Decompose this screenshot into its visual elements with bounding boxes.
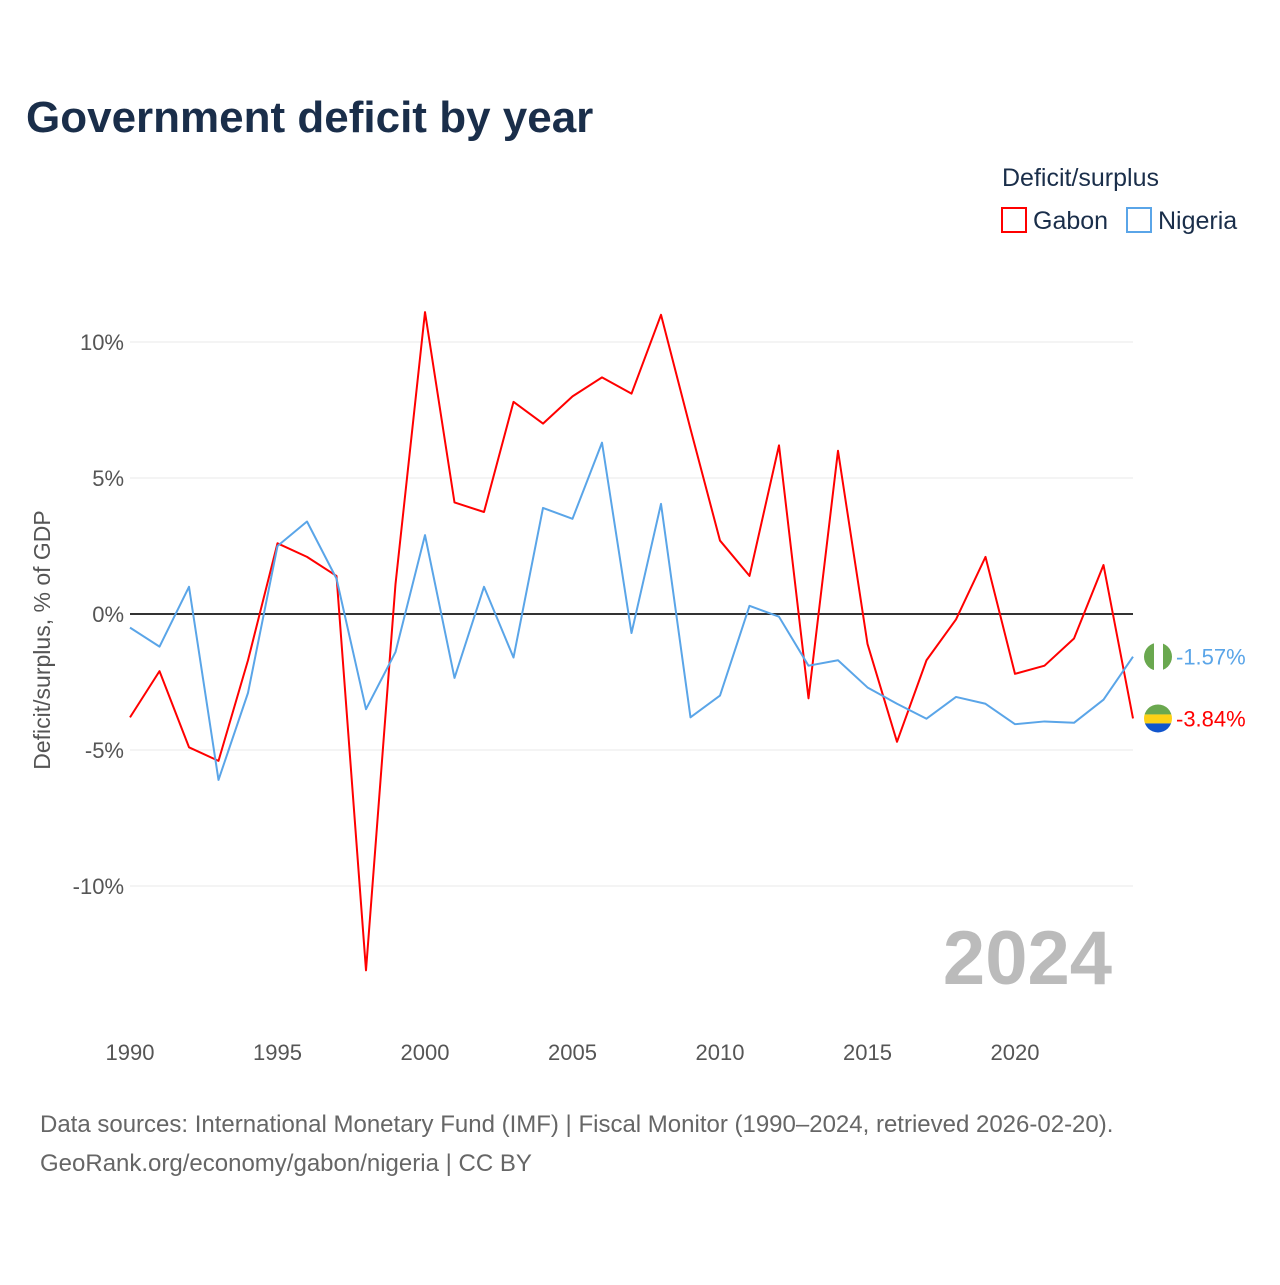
y-axis-label: Deficit/surplus, % of GDP xyxy=(29,510,55,769)
y-tick-label: 0% xyxy=(92,602,124,627)
end-value-label: -3.84% xyxy=(1176,706,1246,731)
footer-credit: GeoRank.org/economy/gabon/nigeria | CC B… xyxy=(40,1150,532,1177)
end-labels: -3.84% -1.57% xyxy=(1144,642,1246,733)
legend-label[interactable]: Gabon xyxy=(1033,207,1108,235)
legend-title: Deficit/surplus xyxy=(1002,164,1159,192)
series-line-gabon xyxy=(129,311,1134,972)
y-tick-label: 5% xyxy=(92,466,124,491)
legend-label[interactable]: Nigeria xyxy=(1158,207,1237,235)
x-tick-label: 1995 xyxy=(253,1040,302,1065)
chart-title: Government deficit by year xyxy=(26,93,593,142)
x-tick-label: 2000 xyxy=(401,1040,450,1065)
gridlines xyxy=(130,341,1133,887)
end-value-label: -1.57% xyxy=(1176,645,1246,670)
nigeria-flag-icon xyxy=(1144,642,1172,671)
year-watermark: 2024 xyxy=(943,916,1112,1001)
series-line-nigeria xyxy=(129,441,1134,781)
x-tick-label: 2010 xyxy=(696,1040,745,1065)
y-tick-label: 10% xyxy=(80,330,124,355)
y-tick-label: -5% xyxy=(85,738,124,763)
footer-sources: Data sources: International Monetary Fun… xyxy=(40,1111,1113,1138)
y-axis: 10% 5% 0% -5% -10% xyxy=(73,330,124,899)
x-axis: 1990 1995 2000 2005 2010 2015 2020 xyxy=(106,1040,1040,1065)
legend: Gabon Nigeria xyxy=(1001,207,1237,235)
legend-swatch xyxy=(1126,207,1152,233)
x-tick-label: 2020 xyxy=(991,1040,1040,1065)
x-tick-label: 2005 xyxy=(548,1040,597,1065)
series-lines xyxy=(129,311,1134,972)
legend-swatch xyxy=(1001,207,1027,233)
gabon-flag-icon xyxy=(1144,704,1172,733)
x-tick-label: 2015 xyxy=(843,1040,892,1065)
y-tick-label: -10% xyxy=(73,874,124,899)
x-tick-label: 1990 xyxy=(106,1040,155,1065)
